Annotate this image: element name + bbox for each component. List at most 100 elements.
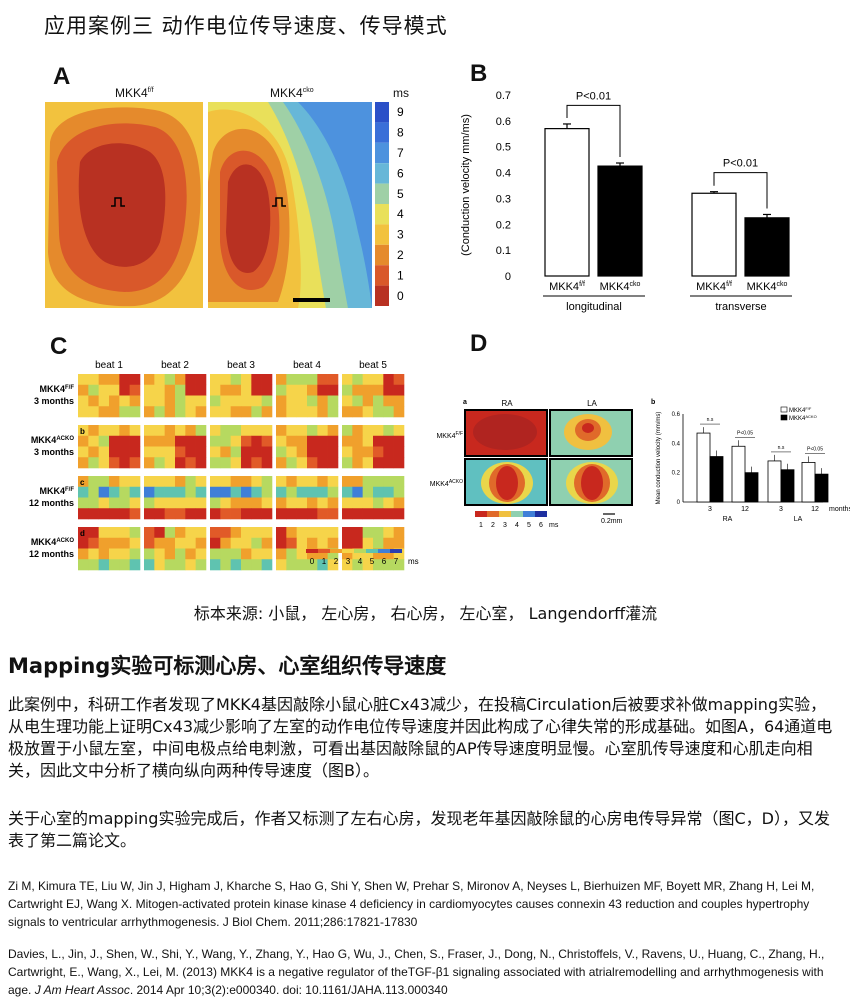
c-scale-unit: ms xyxy=(408,557,419,566)
d-col-label-0: RA xyxy=(501,399,513,408)
c-scale-swatch-0 xyxy=(306,549,318,553)
c-map-r0-c1 xyxy=(144,374,207,418)
c-row-age-0: 3 months xyxy=(34,396,74,406)
c-scale-swatch-7 xyxy=(390,549,402,553)
c-map-r0-c3 xyxy=(276,374,339,418)
d-y-axis-label: Mean conduction velocity (mm/ms) xyxy=(656,412,662,505)
c-row-age-1: 3 months xyxy=(34,447,74,457)
d-scale-tick-3: 4 xyxy=(515,522,519,529)
c-row-label-1: MKK4ACKO xyxy=(31,435,75,445)
b-y-tick: 0.5 xyxy=(496,142,511,154)
c-row-label-3: MKK4ACKO xyxy=(31,537,75,547)
b-sig-bracket-1 xyxy=(713,172,768,209)
panel-c-letter: C xyxy=(50,333,68,360)
d-map-1 xyxy=(549,409,633,457)
c-scale-swatch-2 xyxy=(330,549,342,553)
d-scale-tick-1: 2 xyxy=(491,522,495,529)
d-y-tick: 0.4 xyxy=(672,441,681,447)
d-sig-label-2: n.s xyxy=(778,445,785,451)
paragraph-1: 此案例中，科研工作者发现了MKK4基因敲除小鼠心脏Cx43减少，在投稿Circu… xyxy=(8,695,833,780)
c-row-label-0: MKK4F/F xyxy=(39,384,74,394)
d-sub-a: a xyxy=(463,399,467,406)
d-bar-s1-3 xyxy=(814,473,829,503)
d-map-0 xyxy=(464,409,548,457)
d-x-axis-label: months xyxy=(829,506,850,513)
c-scale-swatch-4 xyxy=(354,549,366,553)
c-scale-tick-1: 1 xyxy=(322,557,327,566)
b-bar-0 xyxy=(544,128,590,277)
d-legend-label-1: MKK4ACKO xyxy=(789,414,817,422)
b-group-label-1: transverse xyxy=(715,301,766,313)
c-scale-tick-3: 3 xyxy=(346,557,351,566)
scale-tick-5: 5 xyxy=(397,187,404,201)
b-y-tick: 0.2 xyxy=(496,219,511,231)
d-row-label-0: MKK4F/F xyxy=(436,431,463,440)
d-bar-s0-0 xyxy=(696,432,711,503)
panel-a-label-left: MKK4f/f xyxy=(115,86,154,100)
b-y-axis-label: (Conduction velocity mm/ms) xyxy=(460,114,472,256)
page-title: 应用案例三 动作电位传导速度、传导模式 xyxy=(44,14,448,38)
c-scale-swatch-1 xyxy=(318,549,330,553)
scale-swatch-4 xyxy=(375,204,389,225)
c-map-r1-c4 xyxy=(342,425,405,469)
d-scale-swatch-3 xyxy=(511,511,523,517)
d-map-2 xyxy=(464,458,548,506)
d-bar-s0-1 xyxy=(731,445,746,503)
c-map-r1-c3 xyxy=(276,425,339,469)
c-row-age-2: 12 months xyxy=(29,498,74,508)
c-map-r3-c1 xyxy=(144,527,207,571)
d-scale-swatch-1 xyxy=(487,511,499,517)
d-bar-s0-2 xyxy=(767,460,782,503)
c-scale-swatch-5 xyxy=(366,549,378,553)
scale-tick-8: 8 xyxy=(397,126,404,140)
c-scale-swatch-6 xyxy=(378,549,390,553)
scale-tick-6: 6 xyxy=(397,166,404,180)
b-bar-2 xyxy=(691,192,737,277)
c-col-label-4: beat 5 xyxy=(359,360,387,371)
panel-a-scale-unit: ms xyxy=(393,86,409,100)
c-map-r2-c0 xyxy=(78,476,141,520)
b-bar-label-2: MKK4f/f xyxy=(696,281,732,293)
scale-tick-2: 2 xyxy=(397,248,404,262)
panel-a-letter: A xyxy=(53,63,71,90)
c-map-r3-c0 xyxy=(78,527,141,571)
d-scale-swatch-2 xyxy=(499,511,511,517)
reference-2: Davies, L., Jin, J., Shen, W., Shi, Y., … xyxy=(8,947,825,997)
scale-tick-9: 9 xyxy=(397,105,404,119)
c-scale-tick-6: 6 xyxy=(382,557,387,566)
b-y-tick: 0.6 xyxy=(496,116,511,128)
c-map-r2-c2 xyxy=(210,476,273,520)
panel-a-color-scale: 9 8 7 6 5 4 3 2 1 0 xyxy=(375,102,404,306)
d-bar-s1-0 xyxy=(709,456,724,503)
scale-tick-3: 3 xyxy=(397,228,404,242)
c-map-r2-c4 xyxy=(342,476,405,520)
d-scale-swatch-0 xyxy=(475,511,487,517)
c-map-r0-c0 xyxy=(78,374,141,418)
d-scale-tick-5: 6 xyxy=(539,522,543,529)
scale-swatch-8 xyxy=(375,122,389,143)
panel-b-bar-chart: (Conduction velocity mm/ms) 0.7 0.6 0.5 0.4 0… xyxy=(460,90,792,313)
d-bar-s0-3 xyxy=(801,462,816,503)
d-sub-b: b xyxy=(651,399,655,406)
d-group-la: LA xyxy=(794,516,803,523)
c-scale-tick-7: 7 xyxy=(394,557,399,566)
b-y-tick: 0.4 xyxy=(496,168,511,180)
d-scale-tick-2: 3 xyxy=(503,522,507,529)
d-x-tick-2: 3 xyxy=(779,506,783,513)
scale-swatch-7 xyxy=(375,142,389,164)
c-map-r1-c2 xyxy=(210,425,273,469)
c-map-r3-c4 xyxy=(342,527,405,571)
d-sig-label-3: P<0.05 xyxy=(807,446,823,452)
c-col-label-0: beat 1 xyxy=(95,360,123,371)
scale-tick-1: 1 xyxy=(397,268,404,282)
d-x-tick-1: 12 xyxy=(741,506,749,513)
paragraph-2: 关于心室的mapping实验完成后，作者又标测了左右心房，发现老年基因敲除鼠的心… xyxy=(8,809,830,850)
scale-tick-4: 4 xyxy=(397,207,404,221)
c-sub-letter-1: b xyxy=(80,427,85,436)
b-y-tick: 0 xyxy=(505,271,511,283)
b-sig-label-0: P<0.01 xyxy=(576,90,611,102)
scale-swatch-5 xyxy=(375,183,389,204)
d-map-3 xyxy=(549,458,633,506)
scale-swatch-3 xyxy=(375,224,389,245)
